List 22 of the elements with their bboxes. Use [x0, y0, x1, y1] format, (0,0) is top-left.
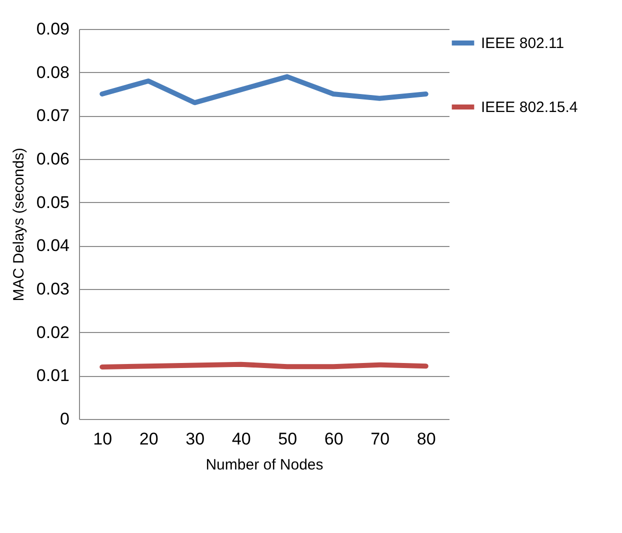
legend-label: IEEE 802.11 — [481, 35, 564, 52]
x-tick-label: 70 — [370, 430, 390, 448]
y-tick-label: 0 — [60, 410, 70, 428]
legend-label: IEEE 802.15.4 — [481, 99, 578, 116]
x-axis-title: Number of Nodes — [206, 456, 324, 474]
y-axis-title: MAC Delays (seconds) — [10, 148, 28, 302]
x-tick-label: 10 — [93, 430, 112, 448]
y-tick-label: 0.08 — [36, 62, 70, 82]
x-tick-label: 50 — [278, 430, 298, 448]
y-tick-label: 0.07 — [36, 106, 70, 126]
y-tick-label: 0.05 — [36, 192, 70, 212]
x-tick-label: 30 — [186, 430, 205, 448]
x-tick-label: 80 — [416, 430, 436, 448]
x-tick-label: 60 — [324, 430, 344, 448]
x-tick-label: 40 — [232, 430, 251, 448]
y-tick-label: 0.06 — [36, 150, 70, 168]
y-tick-label: 0.01 — [36, 366, 70, 386]
y-tick-label: 0.04 — [36, 236, 70, 256]
y-tick-label: 0.02 — [36, 322, 70, 342]
y-tick-label: 0.03 — [36, 280, 70, 298]
x-tick-label: 20 — [139, 430, 158, 448]
y-tick-label: 0.09 — [36, 20, 70, 38]
